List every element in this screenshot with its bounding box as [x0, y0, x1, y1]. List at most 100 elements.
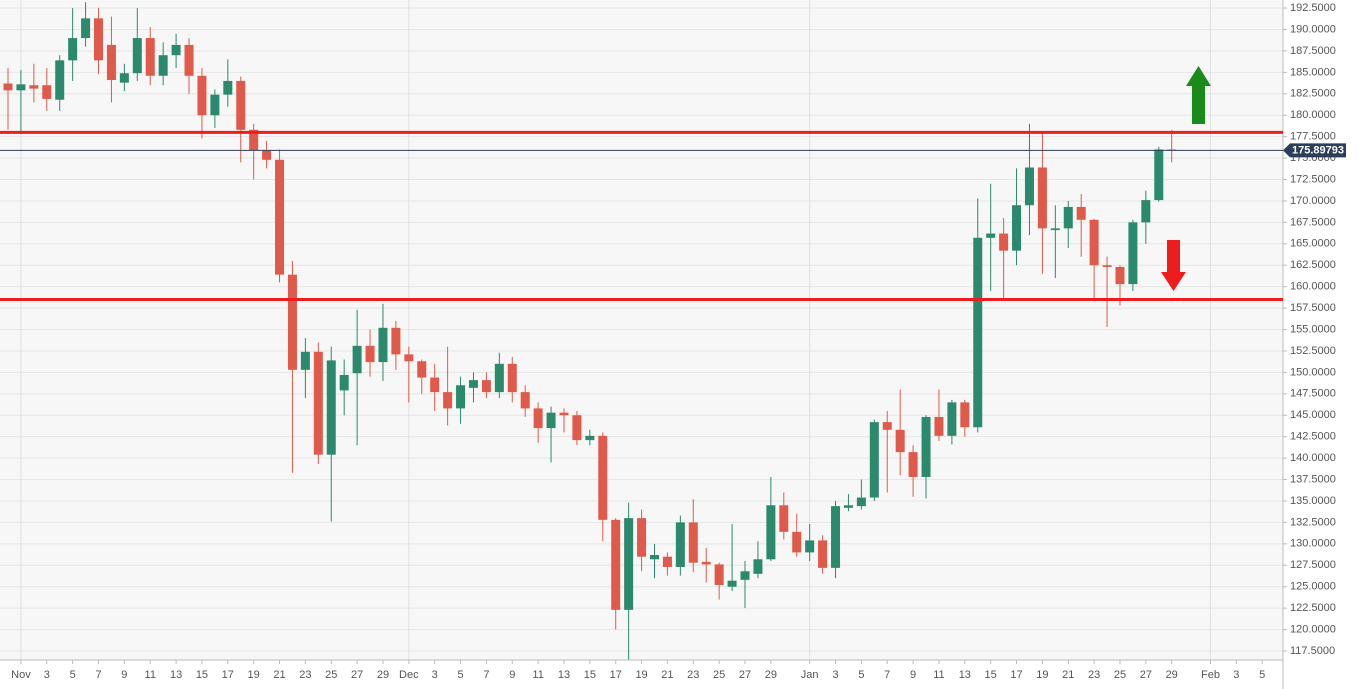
x-tick-label: 19 — [635, 669, 647, 681]
y-tick-label: 187.5000 — [1290, 45, 1336, 57]
candle-body — [16, 84, 26, 91]
x-tick-label: Nov — [11, 669, 31, 681]
candle-body — [417, 361, 427, 378]
x-tick-label: 27 — [1140, 669, 1152, 681]
x-tick-label: 23 — [1088, 669, 1100, 681]
candle-body — [533, 408, 543, 429]
candle-body — [1141, 200, 1151, 223]
x-tick-label: 7 — [95, 669, 101, 681]
up-arrow — [1186, 66, 1211, 124]
y-tick-label: 122.5000 — [1290, 602, 1336, 614]
candle-body — [55, 60, 65, 100]
candle-body — [494, 363, 504, 393]
candle-body — [197, 75, 207, 116]
candle-body — [947, 402, 957, 436]
candle-body — [973, 237, 983, 428]
candle-body — [831, 506, 841, 568]
x-tick-label: 3 — [832, 669, 838, 681]
x-tick-label: 23 — [299, 669, 311, 681]
x-tick-label: 21 — [273, 669, 285, 681]
y-tick-label: 152.5000 — [1290, 345, 1336, 357]
x-tick-label: 27 — [351, 669, 363, 681]
x-tick-label: 29 — [765, 669, 777, 681]
candle-body — [365, 345, 375, 363]
candle-body — [1102, 265, 1112, 267]
x-tick-label: 15 — [196, 669, 208, 681]
y-tick-label: 147.5000 — [1290, 388, 1336, 400]
x-tick-label: 23 — [687, 669, 699, 681]
candle-body — [68, 38, 78, 61]
x-tick-label: 15 — [985, 669, 997, 681]
x-tick-label: Jan — [801, 669, 819, 681]
x-tick-label: 5 — [858, 669, 864, 681]
candle-body — [404, 354, 414, 362]
x-tick-label: 17 — [610, 669, 622, 681]
x-tick-label: 11 — [532, 669, 543, 681]
x-tick-label: 9 — [509, 669, 515, 681]
candle-body — [262, 150, 272, 160]
x-tick-label: 29 — [1166, 669, 1178, 681]
x-tick-label: 25 — [713, 669, 725, 681]
candle-body — [805, 540, 815, 553]
x-tick-label: 21 — [661, 669, 673, 681]
candle-body — [1037, 167, 1047, 229]
y-tick-label: 127.5000 — [1290, 559, 1336, 571]
y-tick-label: 170.0000 — [1290, 195, 1336, 207]
y-tick-label: 137.5000 — [1290, 473, 1336, 485]
candle-body — [326, 360, 336, 455]
candle-body — [572, 415, 582, 441]
grid — [0, 0, 1283, 660]
candle-body — [29, 85, 39, 89]
x-tick-label: 19 — [248, 669, 260, 681]
candle-body — [481, 380, 491, 393]
last-price-label: 175.89793 — [1292, 144, 1344, 156]
y-tick-label: 125.0000 — [1290, 581, 1336, 593]
x-tick-label: 9 — [910, 669, 916, 681]
candle-body — [1128, 222, 1138, 285]
x-tick-label: 25 — [1114, 669, 1126, 681]
candle-body — [792, 531, 802, 553]
candle-body — [675, 522, 685, 567]
candle-body — [106, 44, 116, 81]
x-tick-label: 5 — [457, 669, 463, 681]
y-tick-label: 135.0000 — [1290, 495, 1336, 507]
x-tick-label: 5 — [1259, 669, 1265, 681]
y-tick-label: 182.5000 — [1290, 88, 1336, 100]
candle-body — [236, 80, 246, 130]
y-tick-label: 172.5000 — [1290, 173, 1336, 185]
x-tick-label: 13 — [959, 669, 971, 681]
x-tick-label: 13 — [558, 669, 570, 681]
candle-body — [1115, 266, 1125, 285]
x-tick-label: 11 — [933, 669, 944, 681]
x-tick-label: 25 — [325, 669, 337, 681]
candle-body — [430, 377, 440, 393]
candle-body — [3, 83, 13, 91]
x-tick-label: 15 — [584, 669, 596, 681]
candle-body — [300, 351, 310, 370]
candle-body — [249, 129, 259, 151]
x-tick-label: 13 — [170, 669, 182, 681]
candle-body — [94, 18, 104, 61]
candle-body — [287, 274, 297, 370]
y-tick-label: 192.5000 — [1290, 2, 1336, 14]
candle-body — [42, 85, 52, 99]
candle-body — [158, 55, 168, 76]
x-tick-label: 7 — [483, 669, 489, 681]
candle-body — [520, 392, 530, 409]
x-tick-label: 7 — [884, 669, 890, 681]
x-tick-label: 27 — [739, 669, 751, 681]
last-price-tag — [1283, 143, 1346, 158]
y-tick-label: 140.0000 — [1290, 452, 1336, 464]
candle-body — [869, 422, 879, 498]
candle-body — [313, 351, 323, 455]
candle-body — [999, 233, 1009, 251]
candle-body — [779, 505, 789, 532]
candle-body — [559, 412, 569, 416]
candles — [3, 2, 1177, 660]
candle-body — [895, 429, 905, 453]
candle-body — [934, 416, 944, 436]
y-tick-label: 155.0000 — [1290, 323, 1336, 335]
candle-body — [1050, 228, 1060, 231]
candle-body — [145, 38, 155, 76]
candle-body — [921, 416, 931, 477]
